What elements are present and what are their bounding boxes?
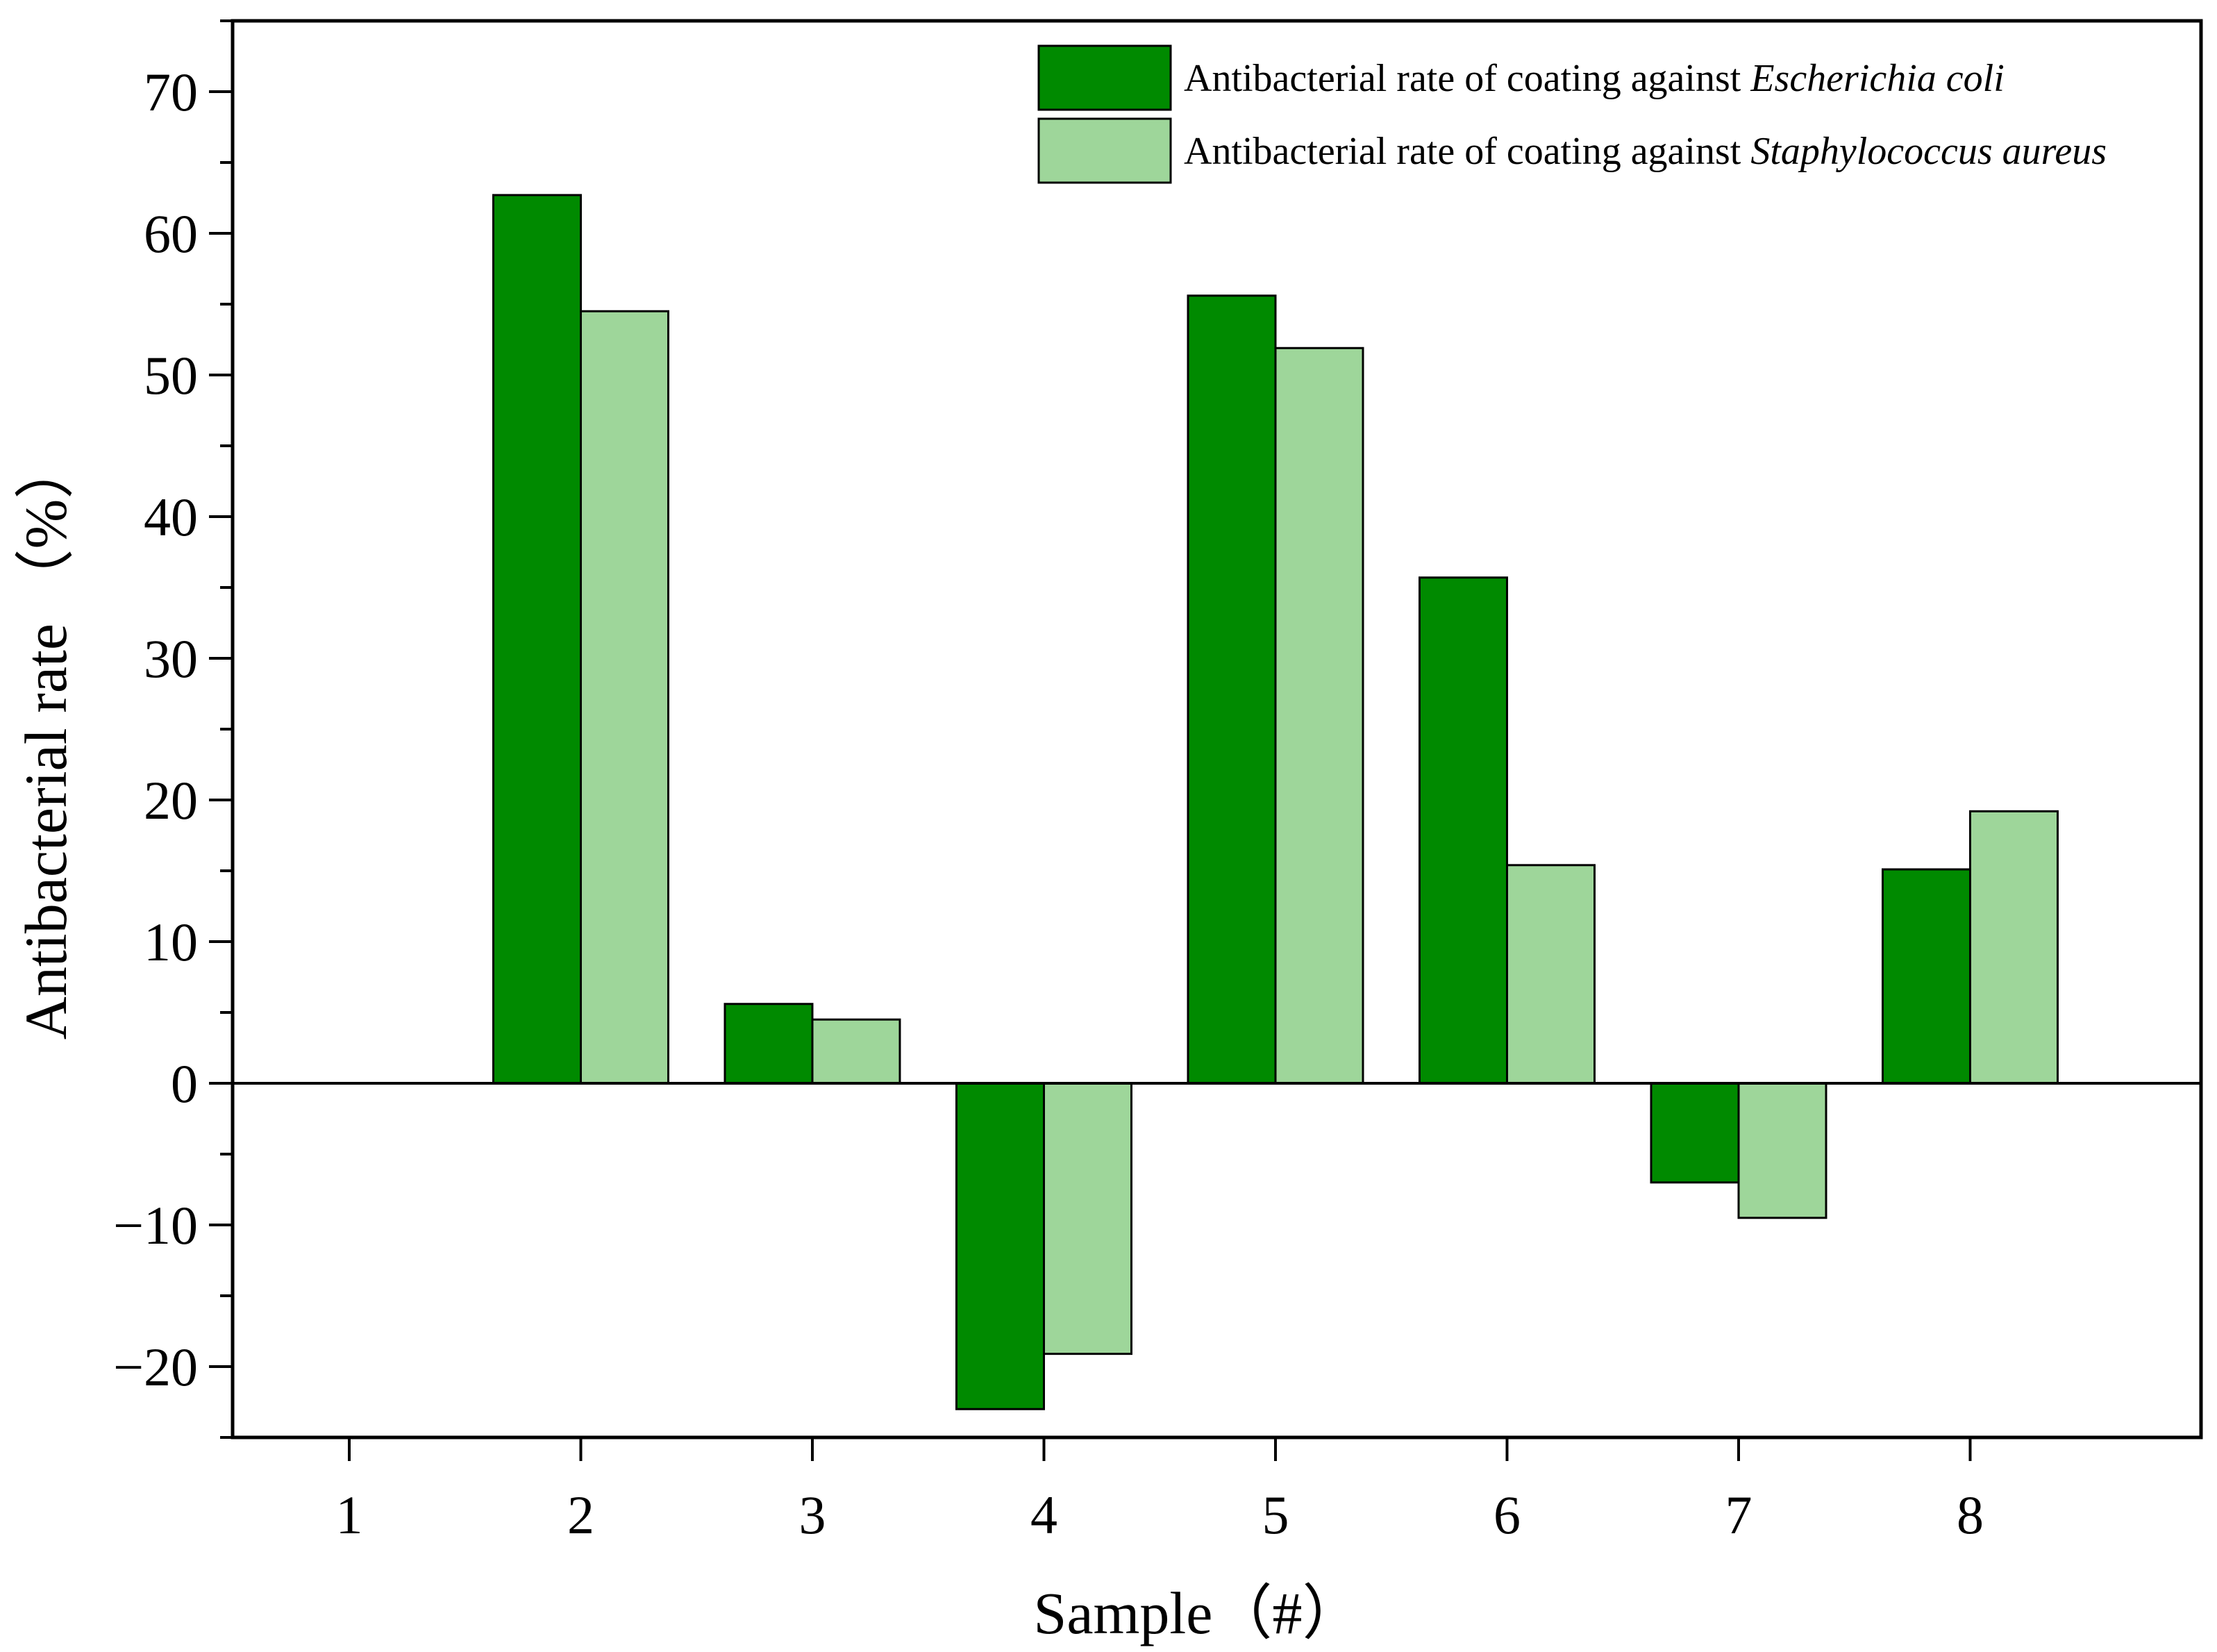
legend-swatch-series1 bbox=[1037, 44, 1172, 111]
bar-series2-sample-6 bbox=[1506, 864, 1596, 1085]
y-tick-label: 30 bbox=[144, 628, 198, 689]
bar-series1-sample-7 bbox=[1650, 1082, 1740, 1184]
bar-series1-sample-5 bbox=[1187, 294, 1277, 1085]
y-tick-label: −20 bbox=[113, 1337, 198, 1397]
bar-series1-sample-6 bbox=[1419, 576, 1508, 1085]
legend-swatch-series2 bbox=[1037, 117, 1172, 184]
bar-series2-sample-7 bbox=[1737, 1082, 1827, 1219]
y-tick-label: 20 bbox=[144, 770, 198, 831]
x-tick-label: 1 bbox=[336, 1485, 363, 1545]
bar-series1-sample-8 bbox=[1882, 868, 1971, 1085]
y-tick-label: 0 bbox=[171, 1053, 198, 1114]
y-tick-label: −10 bbox=[113, 1195, 198, 1255]
x-tick-label: 3 bbox=[799, 1485, 826, 1545]
bar-series2-sample-4 bbox=[1043, 1082, 1132, 1355]
bar-series1-sample-2 bbox=[492, 194, 582, 1085]
bars-group bbox=[492, 194, 2059, 1410]
y-tick-label: 10 bbox=[144, 912, 198, 972]
y-tick-label: 60 bbox=[144, 203, 198, 264]
bar-series1-sample-4 bbox=[955, 1082, 1045, 1410]
x-tick-label: 7 bbox=[1725, 1485, 1752, 1545]
y-tick-label: 70 bbox=[144, 62, 198, 122]
x-tick-label: 6 bbox=[1494, 1485, 1521, 1545]
axes-group: −20 −10 0 10 20 30 40 50 60 70 1 2 3 4 5 6 7 8 bbox=[113, 19, 2203, 1545]
x-tick-label: 5 bbox=[1262, 1485, 1289, 1545]
bar-series1-sample-3 bbox=[723, 1003, 814, 1085]
bar-series2-sample-5 bbox=[1274, 347, 1364, 1085]
legend: Antibacterial rate of coating against Es… bbox=[1037, 44, 2107, 184]
bar-series2-sample-3 bbox=[811, 1018, 901, 1085]
x-axis-title: Sample（#） bbox=[1034, 1580, 1362, 1646]
x-tick-label: 4 bbox=[1030, 1485, 1057, 1545]
legend-label-series1: Antibacterial rate of coating against Es… bbox=[1184, 57, 2005, 100]
bar-series2-sample-8 bbox=[1969, 810, 2059, 1085]
x-tick-label: 2 bbox=[567, 1485, 594, 1545]
y-tick-label: 40 bbox=[144, 487, 198, 547]
y-axis-title: Antibacterial rate （%） bbox=[12, 440, 79, 1040]
x-tick-label: 8 bbox=[1957, 1485, 1984, 1545]
bar-series2-sample-2 bbox=[580, 310, 669, 1085]
legend-label-series2: Antibacterial rate of coating against St… bbox=[1184, 130, 2107, 173]
y-tick-label: 50 bbox=[144, 345, 198, 406]
